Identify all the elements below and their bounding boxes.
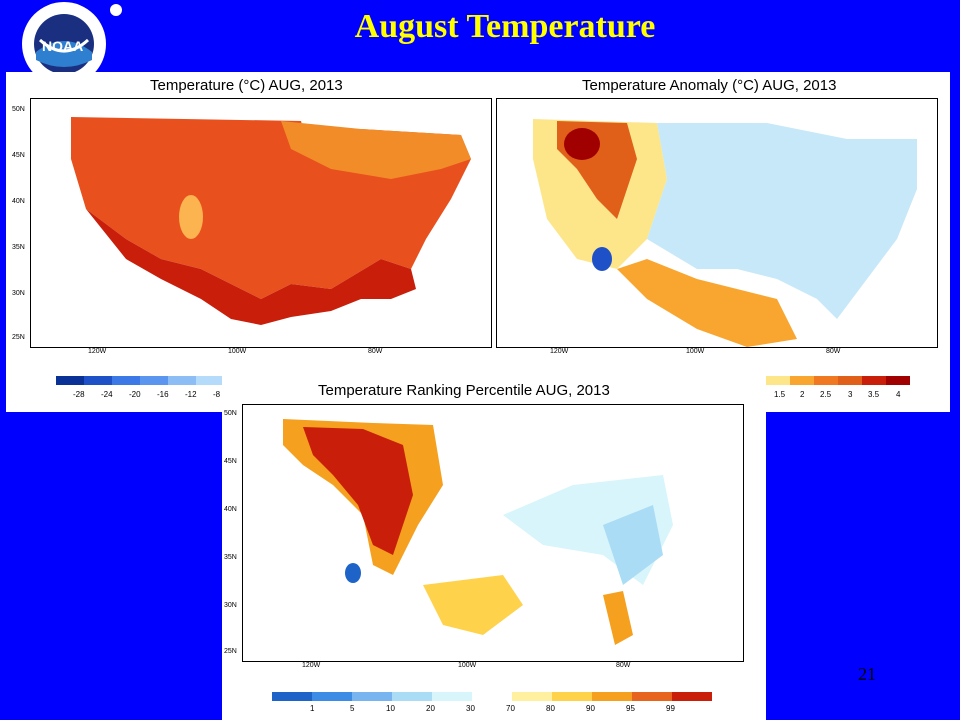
lon-tick: 100W	[228, 348, 247, 355]
lat-tick: 25N	[224, 648, 237, 655]
lat-tick: 35N	[224, 554, 237, 561]
anomaly-lon-ticks: 120W 100W 80W	[496, 348, 936, 358]
colorbar-label: -8	[213, 390, 221, 399]
page-number: 21	[858, 664, 876, 684]
anomaly-south-warm-region	[617, 259, 797, 347]
ranking-texas-warm-region	[423, 575, 523, 635]
ranking-map-title: Temperature Ranking Percentile AUG, 2013	[318, 382, 610, 399]
lat-tick: 25N	[12, 334, 25, 341]
lon-tick: 120W	[550, 348, 569, 355]
anomaly-colorbar	[766, 376, 910, 385]
lon-tick: 80W	[368, 348, 383, 355]
lat-tick: 50N	[224, 410, 237, 417]
ranking-lat-ticks: 50N 45N 40N 35N 30N 25N	[224, 410, 244, 660]
lat-tick: 35N	[12, 244, 25, 251]
colorbar-label: 99	[666, 704, 675, 713]
ranking-map	[242, 404, 744, 662]
lat-tick: 30N	[12, 290, 25, 297]
colorbar-label: -20	[129, 390, 141, 399]
colorbar-label: -16	[157, 390, 169, 399]
temperature-lon-ticks: 120W 100W 80W	[30, 348, 490, 358]
temperature-map	[30, 98, 492, 348]
colorbar-label: 70	[506, 704, 515, 713]
lat-tick: 50N	[12, 106, 25, 113]
colorbar-label: 4	[896, 390, 901, 399]
temperature-mild-region	[281, 121, 471, 179]
ranking-southwest-cold-region	[345, 563, 361, 583]
lon-tick: 100W	[686, 348, 705, 355]
temperature-map-title: Temperature (°C) AUG, 2013	[150, 77, 343, 94]
lon-tick: 80W	[826, 348, 841, 355]
ranking-colorbar-labels: 1 5 10 20 30 70 80 90 95 99	[272, 704, 712, 716]
colorbar-label: 2	[800, 390, 805, 399]
lon-tick: 120W	[302, 662, 321, 669]
colorbar-label: 3.5	[868, 390, 880, 399]
lon-tick: 120W	[88, 348, 107, 355]
anomaly-colorbar-labels: 1.5 2 2.5 3 3.5 4	[766, 390, 916, 402]
temperature-cool-region	[179, 195, 203, 239]
colorbar-label: -28	[73, 390, 85, 399]
ranking-southeast-cool-region	[603, 505, 663, 585]
colorbar-label: 95	[626, 704, 635, 713]
temperature-colorbar	[56, 376, 224, 385]
colorbar-label: 90	[586, 704, 595, 713]
lat-tick: 45N	[224, 458, 237, 465]
colorbar-label: 80	[546, 704, 555, 713]
slide-title: August Temperature	[354, 8, 656, 45]
colorbar-label: 3	[848, 390, 853, 399]
colorbar-label: 2.5	[820, 390, 832, 399]
colorbar-label: 5	[350, 704, 355, 713]
lat-tick: 40N	[224, 506, 237, 513]
noaa-logo-icon: NOAA	[0, 0, 130, 88]
colorbar-label: 1.5	[774, 390, 786, 399]
colorbar-label: -24	[101, 390, 113, 399]
lat-tick: 30N	[224, 602, 237, 609]
temperature-colorbar-labels: -28 -24 -20 -16 -12 -8	[56, 390, 226, 402]
temperature-lat-ticks: 50N 45N 40N 35N 30N 25N	[12, 106, 32, 346]
ranking-top-region	[303, 427, 413, 555]
ranking-colorbar	[272, 692, 712, 701]
lat-tick: 45N	[12, 152, 25, 159]
anomaly-peak-region	[564, 128, 600, 160]
temperature-hot-region	[86, 209, 416, 325]
lon-tick: 80W	[616, 662, 631, 669]
anomaly-east-region	[647, 123, 917, 319]
anomaly-map-title: Temperature Anomaly (°C) AUG, 2013	[582, 77, 837, 94]
lon-tick: 100W	[458, 662, 477, 669]
colorbar-label: 30	[466, 704, 475, 713]
anomaly-cold-region	[592, 247, 612, 271]
anomaly-map	[496, 98, 938, 348]
lat-tick: 40N	[12, 198, 25, 205]
ranking-lon-ticks: 120W 100W 80W	[242, 662, 742, 672]
colorbar-label: -12	[185, 390, 197, 399]
colorbar-label: 20	[426, 704, 435, 713]
ranking-florida-warm-region	[603, 591, 633, 645]
colorbar-label: 1	[310, 704, 315, 713]
colorbar-label: 10	[386, 704, 395, 713]
logo-text: NOAA	[42, 38, 84, 54]
